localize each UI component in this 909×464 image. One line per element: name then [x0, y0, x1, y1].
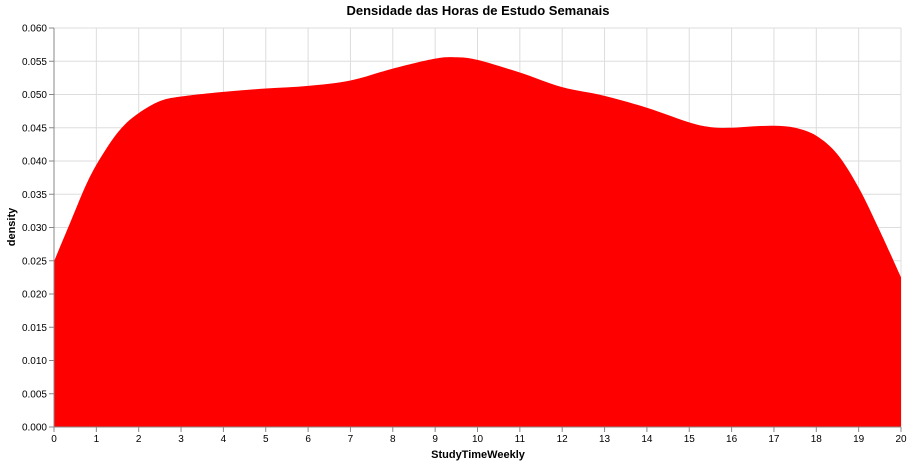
y-tick-label: 0.030	[22, 223, 47, 234]
y-tick-label: 0.015	[22, 323, 47, 334]
x-axis-title: StudyTimeWeekly	[431, 449, 526, 461]
y-tick-label: 0.050	[22, 90, 47, 101]
x-tick-label: 5	[263, 434, 269, 445]
y-tick-label: 0.055	[22, 57, 47, 68]
x-tick-label: 8	[390, 434, 396, 445]
x-tick-label: 12	[557, 434, 569, 445]
y-tick-label: 0.000	[22, 423, 47, 434]
x-tick-label: 1	[94, 434, 100, 445]
x-tick-label: 17	[768, 434, 780, 445]
x-tick-label: 9	[432, 434, 438, 445]
x-tick-label: 7	[348, 434, 354, 445]
axes: 0 1 2 3 4 5 6 7 8 9 10 11 12 13 14 15 16 17 18 19 200.0000.0…	[22, 24, 907, 446]
y-tick-label: 0.035	[22, 190, 47, 201]
x-tick-label: 6	[305, 434, 311, 445]
x-tick-label: 11	[515, 434, 526, 445]
x-tick-label: 18	[811, 434, 823, 445]
y-tick-label: 0.040	[22, 157, 47, 168]
x-tick-label: 3	[178, 434, 184, 445]
x-tick-label: 10	[472, 434, 484, 445]
y-tick-label: 0.010	[22, 356, 47, 367]
x-tick-label: 14	[641, 434, 653, 445]
y-tick-label: 0.020	[22, 290, 47, 301]
x-tick-label: 19	[853, 434, 865, 445]
density-area	[54, 57, 901, 428]
x-tick-label: 0	[51, 434, 57, 445]
y-tick-label: 0.025	[22, 256, 47, 267]
y-tick-label: 0.005	[22, 389, 47, 400]
x-tick-label: 4	[221, 434, 227, 445]
y-tick-label: 0.045	[22, 123, 47, 134]
x-tick-label: 13	[599, 434, 611, 445]
y-axis-title: density	[6, 207, 18, 246]
chart-title: Densidade das Horas de Estudo Semanais	[347, 3, 610, 18]
x-tick-label: 16	[726, 434, 738, 445]
x-tick-label: 20	[895, 434, 907, 445]
x-tick-label: 15	[684, 434, 696, 445]
y-tick-label: 0.060	[22, 24, 47, 35]
x-tick-label: 2	[136, 434, 142, 445]
